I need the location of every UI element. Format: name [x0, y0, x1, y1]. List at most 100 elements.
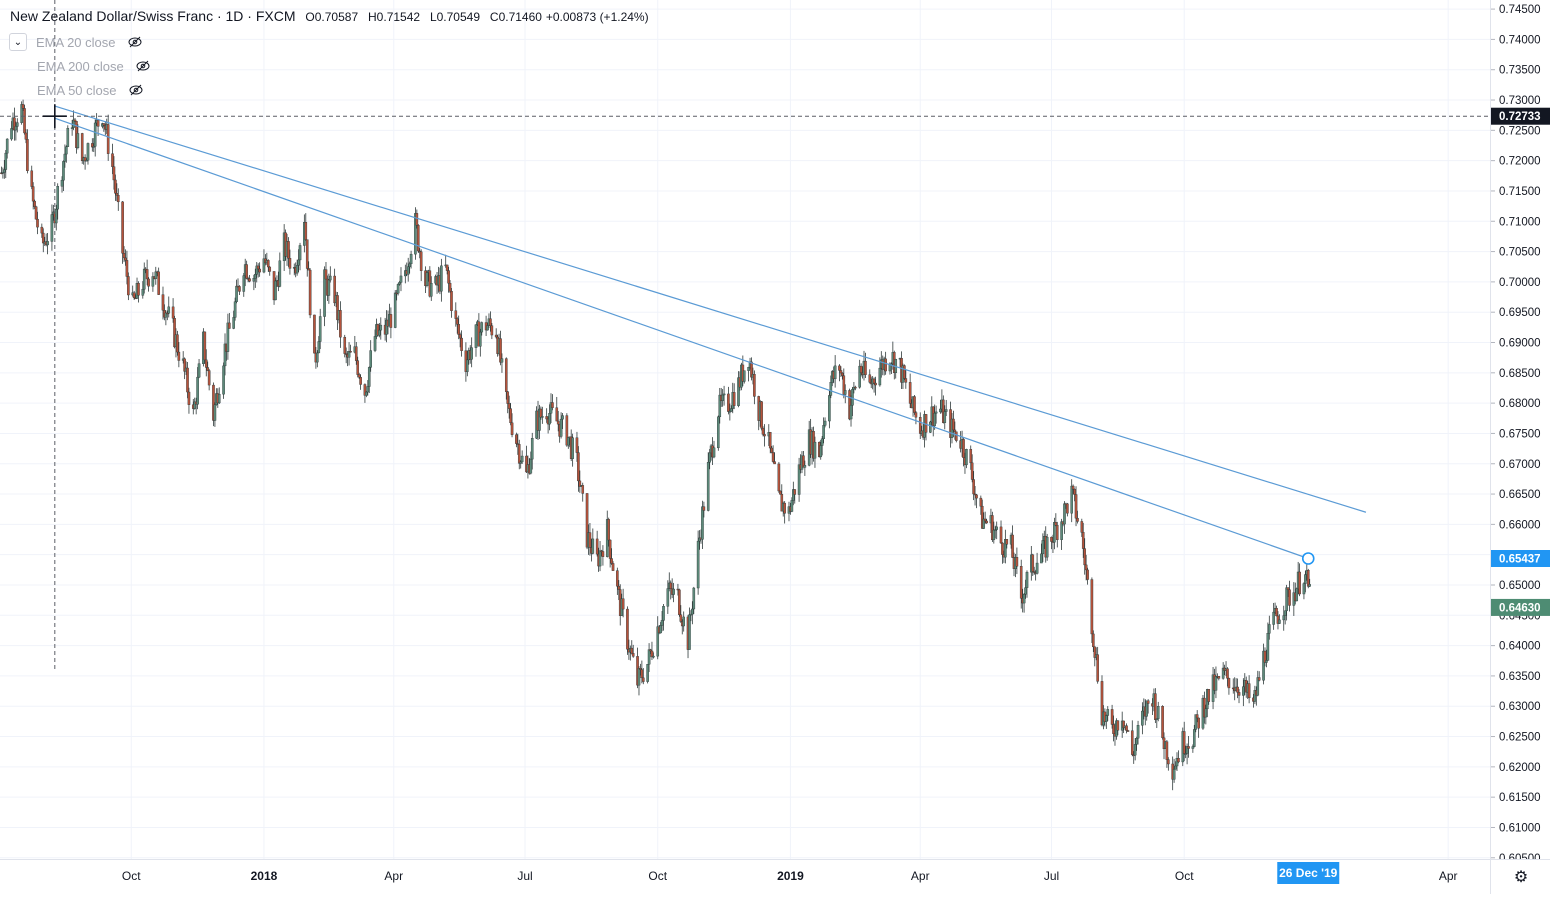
candle-body [575, 437, 579, 453]
candle-body [1076, 517, 1079, 522]
candle-body [1126, 730, 1130, 732]
candle-body [171, 306, 175, 319]
candle-body [1236, 686, 1239, 693]
candle-body [701, 506, 704, 540]
candle-body [278, 260, 282, 287]
time-axis[interactable]: Oct 2018 Apr Jul Oct 2019 Apr Jul Oct Apr 26 Dec '… [0, 859, 1490, 894]
candle-body [111, 153, 114, 167]
settings-gear-icon[interactable]: ⚙ [1490, 859, 1550, 894]
eye-hidden-icon[interactable] [129, 83, 143, 97]
eye-hidden-icon[interactable] [128, 35, 142, 49]
candle-body [708, 452, 711, 463]
legend-label: EMA 200 close [37, 58, 124, 74]
candle-body [797, 464, 801, 495]
candle-body [727, 393, 730, 412]
candle-body [414, 213, 417, 255]
candle-body [46, 241, 49, 246]
candle-body [1074, 494, 1078, 519]
collapse-legend-button[interactable]: ⌄ [9, 33, 27, 51]
candle-body [268, 266, 272, 272]
eye-hidden-icon[interactable] [136, 59, 150, 73]
price-axis-labels: 0.74500 0.74000 0.73500 0.73000 0.72500 0.720… [1491, 4, 1550, 865]
candle-body [1302, 583, 1306, 595]
price-tick-label: 0.71000 [1499, 216, 1541, 228]
candle-body [952, 418, 955, 431]
candle-body [999, 526, 1003, 544]
candle-body [1272, 611, 1275, 625]
candle-body [913, 396, 916, 413]
candle-body [1071, 485, 1075, 490]
legend-item-ema50[interactable]: EMA 50 close [9, 78, 150, 102]
candle-body [1045, 536, 1049, 558]
price-tick-label: 0.63500 [1499, 671, 1541, 683]
candle-body [1298, 571, 1301, 595]
candle-body [297, 259, 300, 266]
candle-body [317, 341, 321, 354]
candle-body [581, 485, 585, 494]
candle-body [1011, 534, 1014, 558]
candle-body [679, 614, 683, 622]
candle-body [233, 301, 237, 318]
candle-body [316, 352, 319, 363]
candle-body [943, 411, 947, 423]
candle-body [1135, 737, 1138, 745]
candle-body [1174, 765, 1177, 770]
time-tick-label: Apr [384, 869, 403, 883]
candle-body [298, 245, 302, 261]
candle-body [470, 347, 473, 360]
candle-body [520, 455, 524, 463]
candle-body [530, 438, 534, 460]
candle-body [864, 360, 867, 375]
price-axis[interactable]: 0.74500 0.74000 0.73500 0.73000 0.72500 0.720… [1490, 0, 1550, 865]
candle-body [1001, 542, 1004, 555]
candle-body [610, 558, 613, 564]
candle-body [1256, 677, 1260, 696]
candle-body [662, 606, 665, 621]
candle-body [50, 214, 54, 242]
candle-body [630, 647, 634, 654]
candle-body [985, 520, 988, 524]
candle-body [678, 589, 681, 615]
candle-body [1106, 709, 1110, 716]
candle-body [908, 382, 912, 404]
candle-body [838, 365, 841, 371]
candle-body [561, 415, 564, 420]
candle-body [517, 444, 521, 464]
candle-body [20, 104, 23, 123]
price-tick-label: 0.73500 [1499, 65, 1541, 77]
legend-item-ema20[interactable]: ⌄ EMA 20 close [9, 30, 150, 54]
candle-body [365, 391, 368, 396]
candle-body [72, 119, 75, 128]
candle-body [127, 276, 130, 296]
price-tick-label: 0.72500 [1499, 125, 1541, 137]
candle-body [318, 316, 322, 342]
price-tick-label: 0.61500 [1499, 792, 1541, 804]
candle-body [1019, 566, 1023, 599]
candle-body [555, 407, 559, 422]
legend-label: EMA 20 close [36, 34, 116, 50]
candle-body [429, 282, 433, 297]
candle-body [254, 274, 257, 279]
candle-body [466, 359, 469, 372]
candle-body [112, 166, 116, 181]
candle-body [1283, 610, 1287, 616]
candle-body [363, 384, 367, 396]
candle-body [86, 143, 90, 161]
legend-item-ema200[interactable]: EMA 200 close [9, 54, 150, 78]
candle-body [288, 258, 292, 269]
candle-body [329, 275, 332, 281]
candle-body [357, 374, 361, 378]
symbol-title[interactable]: New Zealand Dollar/Swiss Franc · 1D · FX… [10, 8, 296, 24]
candle-body [304, 222, 308, 240]
candle-body [545, 416, 548, 420]
candle-body [1308, 584, 1311, 587]
candle-body [228, 322, 231, 329]
candle-body [770, 447, 773, 453]
candle-body [1090, 579, 1094, 635]
price-tick-label: 0.73000 [1499, 95, 1541, 107]
candle-body [1156, 706, 1160, 719]
candle-body [458, 334, 462, 339]
candle-body [649, 649, 652, 652]
